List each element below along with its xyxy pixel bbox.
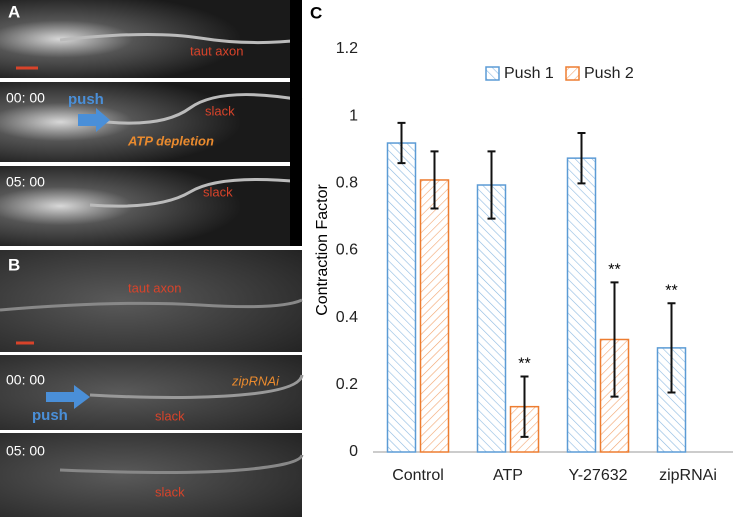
annotation: taut axon <box>190 43 244 58</box>
axon <box>59 454 304 474</box>
y-tick-label: 0.8 <box>336 175 358 192</box>
x-tick-label: zipRNAi <box>659 467 717 484</box>
y-tick-label: 0.6 <box>336 242 358 259</box>
panel-text: A taut axon 00: 00 push slack ATP deplet… <box>6 2 280 499</box>
x-tick-label: ATP <box>493 467 523 484</box>
push-arrow <box>78 108 110 132</box>
image <box>0 0 302 78</box>
annotation: slack <box>203 184 233 199</box>
y-tick-label: 0 <box>349 443 358 460</box>
panel-label: B <box>8 255 20 274</box>
error-bar <box>430 150 439 210</box>
error-bar <box>520 375 529 438</box>
bar <box>476 184 507 453</box>
legend-swatch <box>485 66 500 81</box>
significance: ** <box>608 262 620 279</box>
y-tick-label: 0.4 <box>336 309 358 326</box>
axon <box>0 298 303 312</box>
bar <box>386 142 417 453</box>
panel-a-images <box>0 0 303 246</box>
annotation: push <box>32 407 68 424</box>
y-axis-label: Contraction Factor <box>314 184 331 316</box>
significance: ** <box>665 282 677 299</box>
error-bar <box>610 281 619 398</box>
image <box>0 250 302 352</box>
edge <box>290 0 302 246</box>
axon <box>89 93 303 125</box>
error-bar <box>577 131 586 185</box>
panel-b-images <box>0 250 304 517</box>
annotation: ATP depletion <box>127 133 214 148</box>
error-bar <box>487 150 496 220</box>
axon <box>89 374 304 399</box>
panel-label: A <box>8 2 20 21</box>
y-tick-label: 1 <box>349 107 358 124</box>
annotation: taut axon <box>128 280 182 295</box>
legend-label: Push 2 <box>584 65 634 82</box>
legend-swatch <box>565 66 580 81</box>
panel-label: C <box>310 3 322 22</box>
bar <box>419 179 450 453</box>
annotation: slack <box>155 484 185 499</box>
time-stamp: 05: 00 <box>6 174 45 190</box>
image <box>0 166 302 246</box>
time-stamp: 00: 00 <box>6 90 45 106</box>
x-tick-label: Control <box>392 467 444 484</box>
chart: 0 0.2 0.4 0.6 0.8 1 1.2 Control ATP ** Y-27632 ** zi… <box>336 40 733 484</box>
x-tick-label: Y-27632 <box>568 467 627 484</box>
axon <box>89 178 303 208</box>
annotation: slack <box>155 408 185 423</box>
push-arrow <box>46 385 90 409</box>
time-stamp: 00: 00 <box>6 372 45 388</box>
annotation: push <box>68 91 104 108</box>
y-tick-label: 0.2 <box>336 376 358 393</box>
annotation: zipRNAi <box>231 373 280 388</box>
annotation: slack <box>205 103 235 118</box>
significance: ** <box>518 356 530 373</box>
bar <box>566 157 597 453</box>
image <box>0 433 302 517</box>
y-tick-label: 1.2 <box>336 40 358 57</box>
legend-label: Push 1 <box>504 65 554 82</box>
axon <box>59 32 303 45</box>
time-stamp: 05: 00 <box>6 443 45 459</box>
error-bar <box>397 121 406 165</box>
error-bar <box>667 302 676 394</box>
